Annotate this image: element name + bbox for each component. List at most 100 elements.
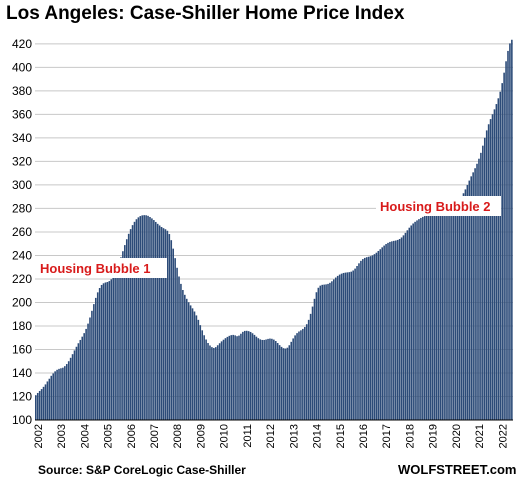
bar [216,345,219,420]
bar [394,240,397,420]
y-tick-label: 320 [12,154,32,168]
bar [294,335,296,420]
bar [278,345,281,420]
bar [38,390,41,420]
bar [71,354,74,420]
bar [431,214,434,420]
x-tick-label: 2020 [451,424,463,448]
bar [199,325,202,420]
y-tick-label: 220 [12,272,32,286]
bar [441,210,443,420]
bar [137,217,140,420]
x-tick-label: 2005 [103,424,115,448]
bar [290,341,293,420]
bar [209,345,211,420]
bar [122,251,124,420]
bar [311,306,314,420]
x-tick-label: 2011 [242,424,254,448]
bar [391,241,393,420]
bar [511,39,513,420]
bar [153,220,155,420]
bar [331,281,333,420]
bar [104,282,107,420]
bar [447,207,449,420]
bar [418,219,420,420]
bar [313,298,316,420]
bar [445,208,447,420]
bar [158,225,161,420]
bar [360,260,362,420]
bar [207,343,209,420]
bar [226,336,229,420]
bar [164,229,167,420]
bar [422,216,424,420]
bar [261,339,264,420]
bar [354,268,356,420]
bar [389,241,391,420]
bar [327,283,329,420]
annotation-label: Housing Bubble 2 [380,199,491,214]
bar [470,176,473,420]
chart-title: Los Angeles: Case-Shiller Home Price Ind… [6,3,405,24]
bar [242,331,244,420]
x-tick-label: 2014 [312,424,324,448]
x-tick-label: 2015 [335,424,347,448]
x-tick-label: 2007 [149,424,161,448]
bar [244,330,246,420]
bar [472,172,474,420]
bar [487,124,490,421]
bar [387,242,389,420]
source-note: Source: S&P CoreLogic Case-Shiller [38,463,246,477]
annotation-box [36,258,167,278]
bar [124,245,126,420]
bar [40,389,43,420]
bar [393,240,395,420]
y-tick-label: 400 [12,60,32,74]
bar [271,338,273,420]
y-tick-label: 160 [12,342,32,356]
bar [323,284,325,420]
bar [65,364,68,420]
x-tick-label: 2002 [33,424,45,448]
bar [135,219,138,420]
bar [54,371,56,420]
bar [501,83,503,420]
y-tick-label: 420 [12,37,32,51]
bar [147,215,149,420]
bar [373,254,376,420]
bar [468,180,471,420]
bar [429,214,432,420]
bar [213,347,215,420]
bar [458,198,461,420]
bar [120,257,122,420]
x-tick-label: 2008 [172,424,184,448]
bar [348,272,351,420]
bar [193,311,196,420]
bar [362,259,364,420]
x-tick-label: 2013 [288,424,300,448]
bar [307,319,310,420]
y-tick-label: 200 [12,295,32,309]
y-tick-label: 100 [12,413,32,427]
bar [367,256,370,420]
bar [50,375,53,420]
bar [85,328,87,420]
y-tick-label: 240 [12,248,32,262]
bar [443,209,445,420]
bar [93,304,95,420]
x-tick-label: 2017 [381,424,393,448]
bar [125,239,128,420]
bar [284,348,287,420]
bar [273,339,275,420]
bar [44,384,47,420]
bar [466,185,469,420]
bar [423,216,426,420]
bar [319,285,322,420]
bar [350,271,353,420]
x-tick-label: 2004 [79,424,91,448]
bar [251,333,254,420]
bar-series [35,39,513,421]
bar [329,282,331,420]
bar [69,357,72,420]
bar [495,104,498,420]
